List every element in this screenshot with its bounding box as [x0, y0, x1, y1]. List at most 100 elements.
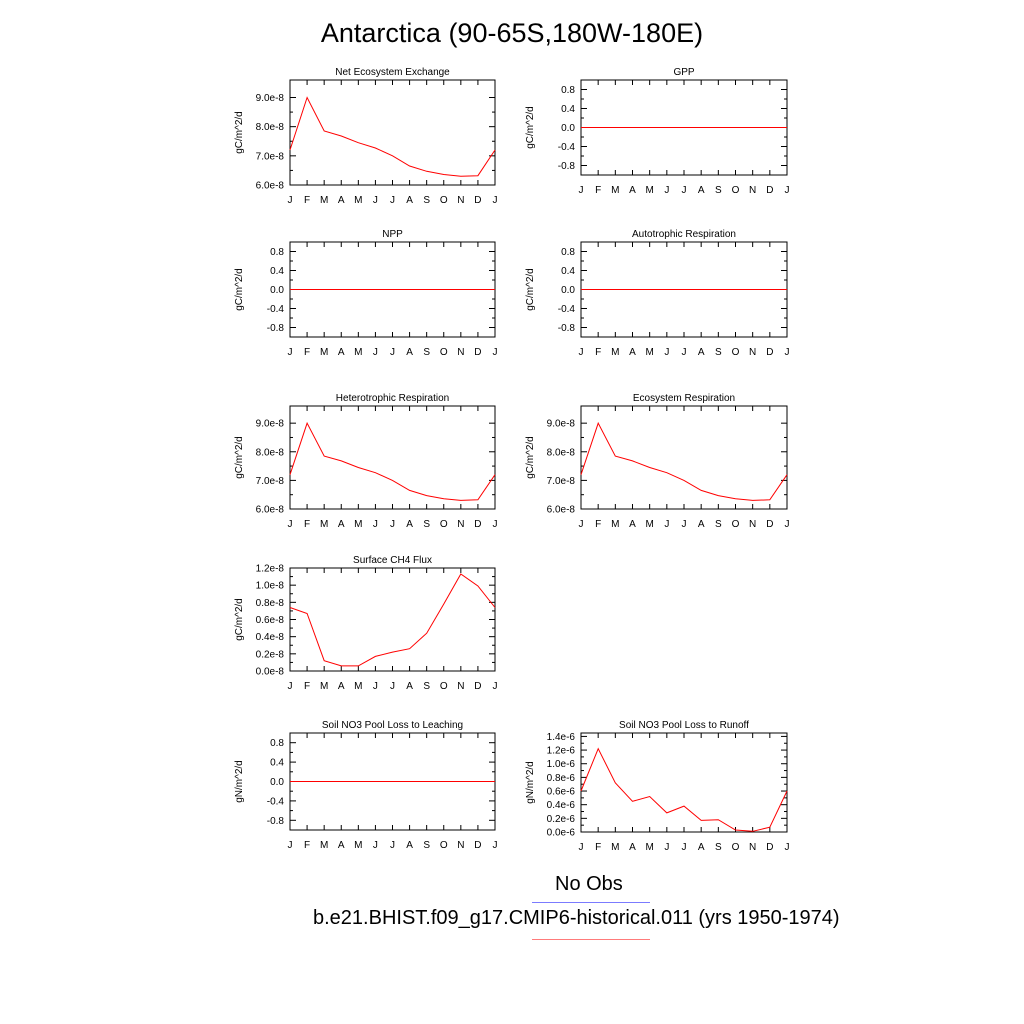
- x-tick-label: N: [457, 681, 464, 692]
- legend-obs-line: [532, 902, 650, 903]
- x-tick-label: J: [493, 347, 498, 358]
- y-tick-label: 0.4e-8: [256, 632, 285, 643]
- x-tick-label: J: [664, 842, 669, 853]
- x-tick-label: A: [406, 195, 413, 206]
- y-tick-label: 8.0e-8: [256, 447, 285, 458]
- x-tick-label: M: [645, 185, 653, 196]
- y-tick-label: 0.8: [270, 738, 284, 749]
- x-tick-label: N: [749, 842, 756, 853]
- legend-case-line: [532, 939, 650, 940]
- x-tick-label: A: [629, 842, 636, 853]
- y-tick-label: 0.2e-8: [256, 649, 285, 660]
- x-tick-label: J: [390, 195, 395, 206]
- x-tick-label: J: [579, 519, 584, 530]
- y-tick-label: -0.8: [558, 323, 576, 334]
- x-tick-label: J: [785, 185, 790, 196]
- x-tick-label: J: [493, 681, 498, 692]
- y-tick-label: 9.0e-8: [256, 419, 285, 430]
- y-axis-label: gC/m^2/d: [234, 436, 245, 479]
- y-tick-label: 0.0e-8: [256, 667, 285, 678]
- y-tick-label: 1.2e-8: [256, 564, 285, 575]
- x-tick-label: A: [338, 519, 345, 530]
- y-tick-label: 9.0e-8: [547, 419, 576, 430]
- page-title: Antarctica (90-65S,180W-180E): [320, 18, 704, 48]
- x-tick-label: J: [664, 347, 669, 358]
- x-tick-label: J: [373, 195, 378, 206]
- x-tick-label: A: [629, 519, 636, 530]
- y-axis-label: gC/m^2/d: [525, 436, 536, 479]
- x-tick-label: O: [440, 840, 448, 851]
- x-tick-label: D: [474, 519, 481, 530]
- x-tick-label: J: [288, 681, 293, 692]
- y-tick-label: 0.0: [561, 123, 575, 134]
- x-tick-label: J: [390, 347, 395, 358]
- x-tick-label: A: [338, 347, 345, 358]
- y-tick-label: -0.4: [267, 796, 285, 807]
- y-tick-label: 0.6e-8: [256, 615, 285, 626]
- panel-title: Heterotrophic Respiration: [336, 393, 449, 404]
- x-tick-label: M: [320, 347, 328, 358]
- x-tick-label: J: [579, 347, 584, 358]
- x-tick-label: A: [338, 195, 345, 206]
- x-tick-label: S: [715, 842, 722, 853]
- x-tick-label: J: [664, 185, 669, 196]
- x-tick-label: O: [732, 185, 740, 196]
- y-axis-label: gN/m^2/d: [525, 761, 536, 804]
- x-tick-label: J: [373, 681, 378, 692]
- panel-title: GPP: [673, 67, 694, 78]
- x-tick-label: M: [354, 681, 362, 692]
- x-tick-label: M: [354, 840, 362, 851]
- y-tick-label: 7.0e-8: [256, 151, 285, 162]
- x-tick-label: S: [715, 347, 722, 358]
- y-tick-label: 1.0e-8: [256, 581, 285, 592]
- plot-frame: [580, 732, 788, 833]
- x-tick-label: A: [629, 185, 636, 196]
- x-tick-label: J: [373, 840, 378, 851]
- x-tick-label: J: [664, 519, 669, 530]
- x-tick-label: M: [645, 842, 653, 853]
- y-axis-label: gC/m^2/d: [234, 111, 245, 154]
- x-tick-label: M: [611, 185, 619, 196]
- y-tick-label: 6.0e-8: [256, 505, 285, 516]
- x-tick-label: N: [749, 185, 756, 196]
- y-tick-label: 0.6e-6: [547, 787, 576, 798]
- x-tick-label: F: [595, 347, 601, 358]
- y-tick-label: 7.0e-8: [256, 476, 285, 487]
- y-axis-label: gN/m^2/d: [234, 760, 245, 803]
- y-axis-label: gC/m^2/d: [234, 268, 245, 311]
- y-tick-label: 6.0e-8: [547, 505, 576, 516]
- y-tick-label: 0.8e-6: [547, 773, 576, 784]
- x-tick-label: N: [457, 347, 464, 358]
- x-tick-label: M: [320, 681, 328, 692]
- x-tick-label: J: [579, 842, 584, 853]
- series-line: [289, 573, 496, 667]
- x-tick-label: A: [698, 185, 705, 196]
- x-tick-label: J: [390, 519, 395, 530]
- x-tick-label: M: [611, 842, 619, 853]
- plot-frame: [289, 567, 496, 672]
- y-tick-label: 0.0: [270, 285, 284, 296]
- x-tick-label: F: [304, 840, 310, 851]
- x-tick-label: J: [682, 347, 687, 358]
- x-tick-label: A: [698, 842, 705, 853]
- y-tick-label: -0.4: [267, 304, 285, 315]
- x-tick-label: A: [338, 840, 345, 851]
- y-tick-label: 0.8: [561, 85, 575, 96]
- x-tick-label: A: [629, 347, 636, 358]
- x-tick-label: J: [390, 681, 395, 692]
- x-tick-label: M: [611, 347, 619, 358]
- x-tick-label: J: [373, 347, 378, 358]
- panel-title: Surface CH4 Flux: [353, 555, 432, 566]
- x-tick-label: D: [766, 347, 773, 358]
- y-tick-label: 6.0e-8: [256, 181, 285, 192]
- x-tick-label: M: [320, 195, 328, 206]
- y-tick-label: -0.8: [267, 816, 285, 827]
- y-tick-label: 0.8: [561, 247, 575, 258]
- x-tick-label: S: [423, 347, 430, 358]
- x-tick-label: J: [682, 842, 687, 853]
